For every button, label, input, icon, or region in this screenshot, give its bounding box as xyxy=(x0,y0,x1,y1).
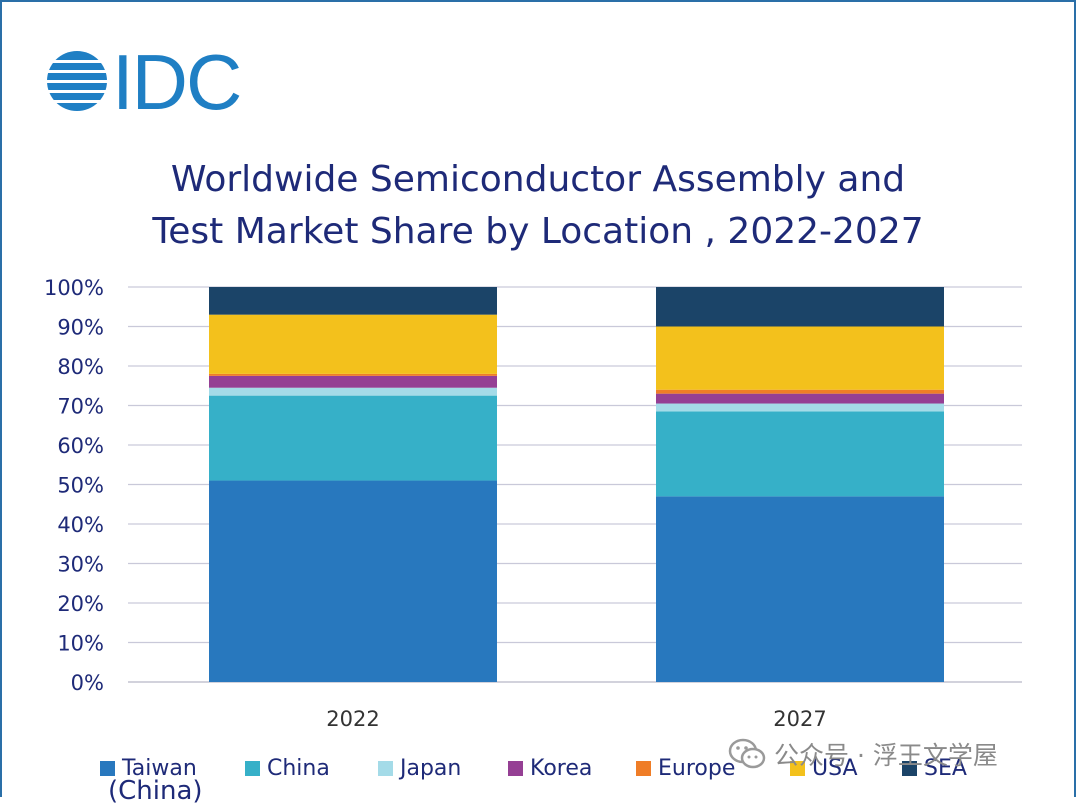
y-tick-label: 30% xyxy=(57,553,104,577)
watermark-text: 公众号 · 浮王文学屋 xyxy=(774,741,998,770)
bar-segment-china xyxy=(656,411,944,497)
bar-segment-usa xyxy=(656,326,944,390)
bar-segment-japan xyxy=(209,387,497,396)
bar-segment-sea xyxy=(656,287,944,327)
bar-segment-korea xyxy=(656,393,944,404)
y-tick-label: 20% xyxy=(57,592,104,616)
bar-segment-china xyxy=(209,395,497,481)
bar-segment-sea xyxy=(209,287,497,315)
legend-label: Taiwan xyxy=(122,756,197,781)
y-tick-label: 70% xyxy=(57,395,104,419)
legend-item-taiwan: Taiwan xyxy=(100,756,197,781)
legend-swatch xyxy=(100,761,115,776)
x-category-label: 2022 xyxy=(326,707,379,731)
bar-segment-korea xyxy=(209,375,497,388)
bar-segment-japan xyxy=(656,403,944,412)
legend-swatch xyxy=(378,761,393,776)
y-tick-label: 0% xyxy=(71,671,104,695)
watermark: 公众号 · 浮王文学屋 xyxy=(728,736,998,772)
y-tick-label: 90% xyxy=(57,316,104,340)
idc-logo-icon xyxy=(44,51,110,111)
bar-segment-europe xyxy=(656,389,944,394)
wechat-icon xyxy=(728,738,766,769)
y-tick-label: 50% xyxy=(57,474,104,498)
y-tick-label: 80% xyxy=(57,355,104,379)
x-category-label: 2027 xyxy=(773,707,826,731)
legend-swatch xyxy=(636,761,651,776)
legend-label: Japan xyxy=(400,756,462,781)
legend-label: China xyxy=(267,756,330,781)
legend-item-sea: SEA xyxy=(902,756,967,781)
bar-segment-europe xyxy=(209,373,497,376)
legend-swatch xyxy=(245,761,260,776)
legend-label: USA xyxy=(812,756,858,781)
legend-label: Korea xyxy=(530,756,593,781)
bar-segment-taiwan xyxy=(656,496,944,682)
legend-subtext: (China) xyxy=(108,776,203,806)
legend-swatch xyxy=(508,761,523,776)
legend-swatch xyxy=(902,761,917,776)
legend-swatch xyxy=(790,761,805,776)
bar-segment-usa xyxy=(209,314,497,374)
chart-title-line-2: Test Market Share by Location , 2022-202… xyxy=(152,211,924,252)
y-tick-label: 40% xyxy=(57,513,104,537)
legend-item-japan: Japan xyxy=(378,756,461,781)
legend-item-china: China xyxy=(245,756,330,781)
y-tick-label: 10% xyxy=(57,632,104,656)
chart-title-line-1: Worldwide Semiconductor Assembly and xyxy=(170,159,906,200)
legend-item-korea: Korea xyxy=(508,756,592,781)
legend-item-europe: Europe xyxy=(636,756,735,781)
legend-label: Europe xyxy=(658,756,736,781)
y-tick-label: 60% xyxy=(57,434,104,458)
idc-logo-text: IDC xyxy=(112,38,242,126)
bar-segment-taiwan xyxy=(209,480,497,682)
y-tick-label: 100% xyxy=(44,276,104,300)
chart-legend: Taiwan China Japan Korea Europe USA SEA xyxy=(100,756,1000,786)
stacked-bar-chart: 0% 10% 20% 30% 40% 50% 60% 70% 80% 90% 100% 2022 202… xyxy=(44,276,1022,731)
legend-item-usa: USA xyxy=(790,756,858,781)
legend-label: SEA xyxy=(924,756,967,781)
